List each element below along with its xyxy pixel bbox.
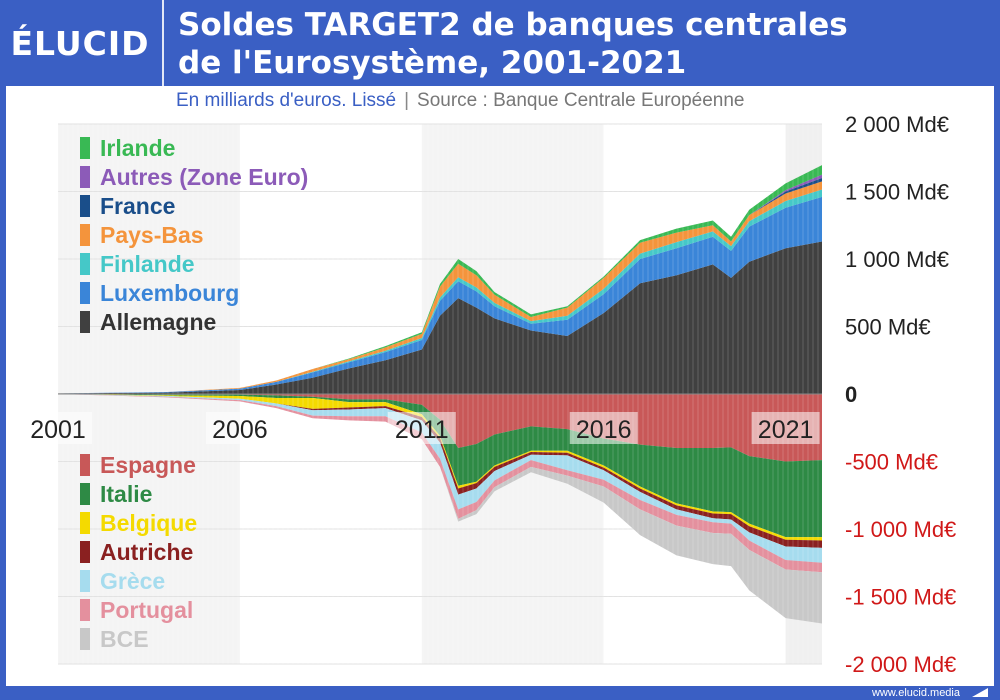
header-divider — [162, 0, 164, 86]
unit-note: En milliards d'euros. Lissé — [176, 90, 397, 111]
source-note: Source : Banque Centrale Européenne — [417, 90, 745, 111]
y-tick-label: 0 — [845, 382, 857, 407]
legend-label-neg-autriche: Autriche — [100, 539, 193, 565]
elucid-mark-icon — [972, 688, 988, 697]
y-tick-label: 2 000 Md€ — [845, 112, 949, 137]
y-tick-label: 500 Md€ — [845, 315, 931, 340]
chart-title-line-1: Soldes TARGET2 de banques centrales — [178, 7, 848, 43]
header: ÉLUCID Soldes TARGET2 de banques central… — [0, 0, 1000, 86]
legend-swatch-pos-france — [80, 195, 90, 217]
legend-swatch-pos-autres-zone-euro — [80, 166, 90, 188]
x-tick-label-bg — [751, 412, 820, 444]
legend-swatch-pos-luxembourg — [80, 282, 90, 304]
y-tick-label: -2 000 Md€ — [845, 652, 956, 677]
legend-label-pos-irlande: Irlande — [100, 135, 175, 161]
legend-swatch-neg-bce — [80, 628, 90, 650]
legend-label-pos-luxembourg: Luxembourg — [100, 280, 239, 306]
legend-label-neg-bce: BCE — [100, 626, 149, 652]
legend-label-neg-belgique: Belgique — [100, 510, 197, 536]
x-tick-label-bg — [205, 412, 274, 444]
x-tick-label: 2021 — [758, 416, 814, 444]
legend-label-pos-finlande: Finlande — [100, 251, 195, 277]
x-tick-label: 2016 — [576, 416, 632, 444]
x-tick-label: 2011 — [395, 416, 449, 444]
legend-swatch-neg-espagne — [80, 454, 90, 476]
legend-swatch-neg-italie — [80, 483, 90, 505]
legend-swatch-pos-allemagne — [80, 311, 90, 333]
x-tick-label-bg — [569, 412, 638, 444]
area-neg-espagne — [58, 394, 822, 462]
elucid-logo: ÉLUCID — [10, 23, 150, 63]
area-pos-allemagne — [58, 241, 822, 394]
legend-label-neg-espagne: Espagne — [100, 452, 196, 478]
y-tick-label: -1 000 Md€ — [845, 517, 956, 542]
legend-swatch-pos-finlande — [80, 253, 90, 275]
legend-label-neg-grece: Grèce — [100, 568, 165, 594]
chart-subtitle: En milliards d'euros. Lissé | Source : Ban… — [176, 90, 745, 112]
y-tick-label: -500 Md€ — [845, 450, 938, 475]
legend-label-pos-pays-bas: Pays-Bas — [100, 222, 204, 248]
legend-swatch-pos-pays-bas — [80, 224, 90, 246]
legend-label-pos-allemagne: Allemagne — [100, 309, 216, 335]
footer-site[interactable]: www.elucid.media — [871, 687, 960, 699]
legend-label-neg-italie: Italie — [100, 481, 152, 507]
subtitle-separator: | — [404, 90, 410, 111]
legend-swatch-neg-autriche — [80, 541, 90, 563]
legend-swatch-neg-belgique — [80, 512, 90, 534]
x-tick-label-bg — [387, 412, 456, 444]
area-pos-pays-bas — [58, 181, 822, 394]
x-tick-label: 2001 — [30, 416, 86, 444]
y-tick-label: -1 500 Md€ — [845, 585, 956, 610]
y-tick-label: 1 000 Md€ — [845, 247, 949, 272]
x-tick-label-bg — [24, 412, 92, 444]
legend-swatch-neg-grece — [80, 570, 90, 592]
legend-label-pos-autres-zone-euro: Autres (Zone Euro) — [100, 164, 308, 190]
legend-label-pos-france: France — [100, 193, 175, 219]
legend-label-neg-portugal: Portugal — [100, 597, 193, 623]
x-tick-label: 2006 — [212, 416, 268, 444]
chart-title-line-2: de l'Eurosystème, 2001-2021 — [178, 45, 687, 81]
legend-swatch-pos-irlande — [80, 137, 90, 159]
legend-swatch-neg-portugal — [80, 599, 90, 621]
y-tick-label: 1 500 Md€ — [845, 180, 949, 205]
chart-title: Soldes TARGET2 de banques centrales de l… — [178, 6, 978, 82]
